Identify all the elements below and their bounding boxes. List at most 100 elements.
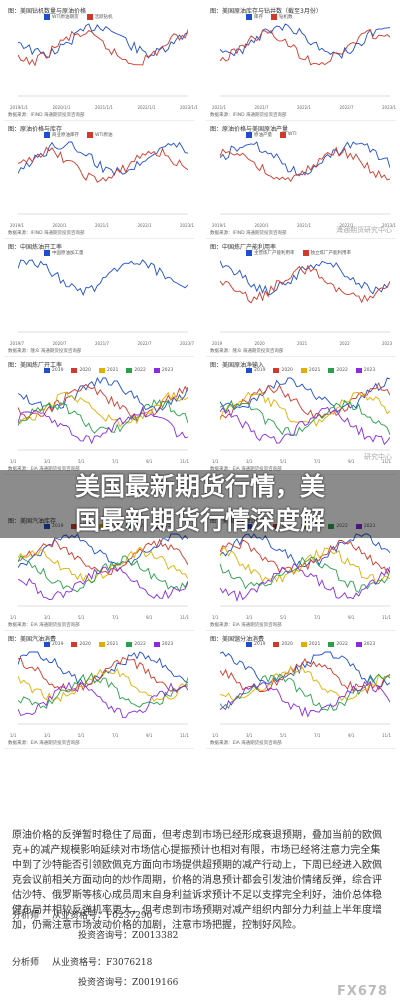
chart-source: 数据来源：隆众 海通期货投资咨询部: [210, 349, 284, 354]
series-line: [220, 23, 390, 59]
x-tick-label: 2023/1: [382, 223, 397, 228]
x-tick-label: 11/1: [382, 615, 391, 620]
series-line: [18, 546, 188, 583]
x-tick-label: 5/1: [280, 733, 287, 738]
legend-item: 2023: [355, 642, 375, 647]
legend-item: 2022: [126, 524, 146, 529]
x-tick-label: 2021/1: [95, 223, 110, 228]
author-role-1: 分析师: [12, 911, 40, 921]
chart-source: 数据来源：EIA 海通期货投资咨询部: [210, 623, 282, 628]
chart-source: 数据来源：IFIND 海通期货投资咨询部: [8, 113, 85, 118]
x-tick-label: 2021/1/1: [95, 105, 113, 110]
chart-title: 图：原油价格与美国原油产量: [210, 126, 289, 133]
legend-item: 商业原油库存: [44, 132, 79, 138]
series-line: [18, 406, 188, 445]
x-tick-label: 7/1: [314, 459, 321, 464]
chart-panel: 图：美国馏分油库存 2019 2020 2021 2022 2023 1/1 3/1 5/1 7/…: [206, 512, 396, 631]
legend-item: 2019: [246, 642, 265, 647]
series-line: [220, 28, 390, 66]
series-line: [220, 391, 390, 427]
line-chart: [18, 259, 188, 333]
x-tick-label: 2021/7: [254, 105, 269, 110]
x-tick-label: 2021/1: [212, 105, 227, 110]
line-chart: [220, 533, 390, 607]
chart-title: 图：美国钻机数量与原油价格: [8, 8, 87, 15]
series-line: [220, 539, 390, 575]
series-line: [18, 141, 188, 176]
line-chart: [18, 141, 188, 215]
x-tick-label: 2022/1: [137, 223, 152, 228]
series-line: [220, 141, 390, 176]
chart-panel: 图：美国馏分油消费 2019 2020 2021 2022 2023 1/1 3/1 5/1 7/…: [206, 630, 396, 749]
watermark-overlay-2: 研究中心: [364, 453, 392, 461]
x-tick-label: 3/1: [246, 733, 253, 738]
x-tick-label: 2020/7: [52, 341, 67, 346]
x-tick-label: 11/1: [382, 733, 391, 738]
chart-source: 数据来源：EIA 海通期货投资咨询部: [8, 623, 80, 628]
chart-source: 数据来源：IFIND 海通期货投资咨询部: [210, 113, 287, 118]
chart-legend: 原油产量 WTI: [246, 132, 297, 138]
chart-legend: 商业原油库存 WTI原油: [44, 132, 113, 138]
chart-source: 数据来源：IFIND 海通期货投资咨询部: [8, 231, 85, 236]
legend-item: 中国原油加工量: [44, 250, 84, 256]
legend-item: 2021: [98, 642, 118, 647]
x-tick-label: 1/1: [212, 615, 219, 620]
author-inv-2: 投资咨询号：Z0019166: [78, 978, 179, 988]
x-tick-label: 9/1: [146, 615, 153, 620]
legend-item: 2023: [355, 368, 375, 373]
line-chart: [18, 23, 188, 97]
chart-panel: 图：美国炼厂开工率 2019 2020 2021 2022 2023 1/1 3/1 5/1 7/…: [4, 356, 194, 475]
x-tick-label: 2020/1/1: [52, 105, 71, 110]
series-line: [18, 681, 188, 719]
legend-item: 2019: [246, 368, 265, 373]
line-chart: [220, 377, 390, 451]
chart-title: 图：美国原油净输入: [210, 362, 265, 369]
x-tick-label: 2023/1: [180, 223, 195, 228]
series-line: [220, 399, 390, 436]
series-line: [18, 146, 188, 183]
series-line: [220, 547, 390, 586]
legend-item: 2019: [44, 524, 63, 529]
series-line: [220, 657, 390, 695]
series-line: [220, 377, 390, 413]
watermark-overlay: 海通期货研究中心: [336, 226, 392, 234]
x-tick-label: 7/1: [112, 615, 119, 620]
chart-title: 图：美国馏分油消费: [210, 636, 265, 643]
x-tick-label: 2019/1: [10, 223, 25, 228]
series-line: [220, 563, 390, 603]
chart-legend: 主营炼厂产能利用率 独立炼厂产能利用率: [246, 250, 351, 256]
chart-legend: 2019 2020 2021 2022 2023: [246, 524, 375, 529]
legend-item: 钻机数: [271, 14, 293, 20]
x-tick-label: 11/1: [180, 459, 189, 464]
legend-item: 2023: [153, 642, 173, 647]
x-tick-label: 3/1: [246, 459, 253, 464]
legend-item: WTI原油期货: [44, 14, 79, 20]
legend-item: 2021: [300, 368, 320, 373]
x-tick-label: 3/1: [44, 733, 51, 738]
line-chart: [18, 651, 188, 725]
x-tick-label: 2019: [212, 341, 223, 346]
legend-item: 库存: [246, 14, 263, 20]
chart-legend: 2019 2020 2021 2022 2023: [44, 642, 173, 647]
x-tick-label: 3/1: [44, 615, 51, 620]
legend-item: 独立炼厂产能利用率: [302, 250, 351, 256]
x-tick-label: 5/1: [280, 615, 287, 620]
x-tick-label: 2020/1: [52, 223, 67, 228]
headline-banner: 美国最新期货行情，美 国最新期货行情深度解: [0, 470, 400, 538]
chart-title: 图：中国炼油开工率: [8, 244, 63, 251]
chart-panel: 图：美国汽油库存 2019 2020 2021 2022 2023 1/1 3/1 5/1 7/1…: [4, 512, 194, 631]
x-tick-label: 1/1: [10, 459, 17, 464]
headline-line-1: 美国最新期货行情，美: [74, 472, 325, 501]
series-line: [18, 383, 188, 422]
chart-legend: 2019 2020 2021 2022 2023: [246, 368, 375, 373]
x-tick-label: 2021/7: [95, 341, 110, 346]
x-tick-label: 9/1: [348, 733, 355, 738]
x-tick-label: 2022: [339, 341, 350, 346]
chart-panel: 图：中国炼厂产能利用率 主营炼厂产能利用率 独立炼厂产能利用率 2019 2020 202…: [206, 238, 396, 357]
series-line: [18, 259, 188, 296]
series-line: [220, 651, 390, 688]
legend-item: 2020: [273, 368, 293, 373]
x-tick-label: 2021: [297, 341, 308, 346]
series-line: [18, 391, 188, 428]
x-tick-label: 7/1: [314, 615, 321, 620]
